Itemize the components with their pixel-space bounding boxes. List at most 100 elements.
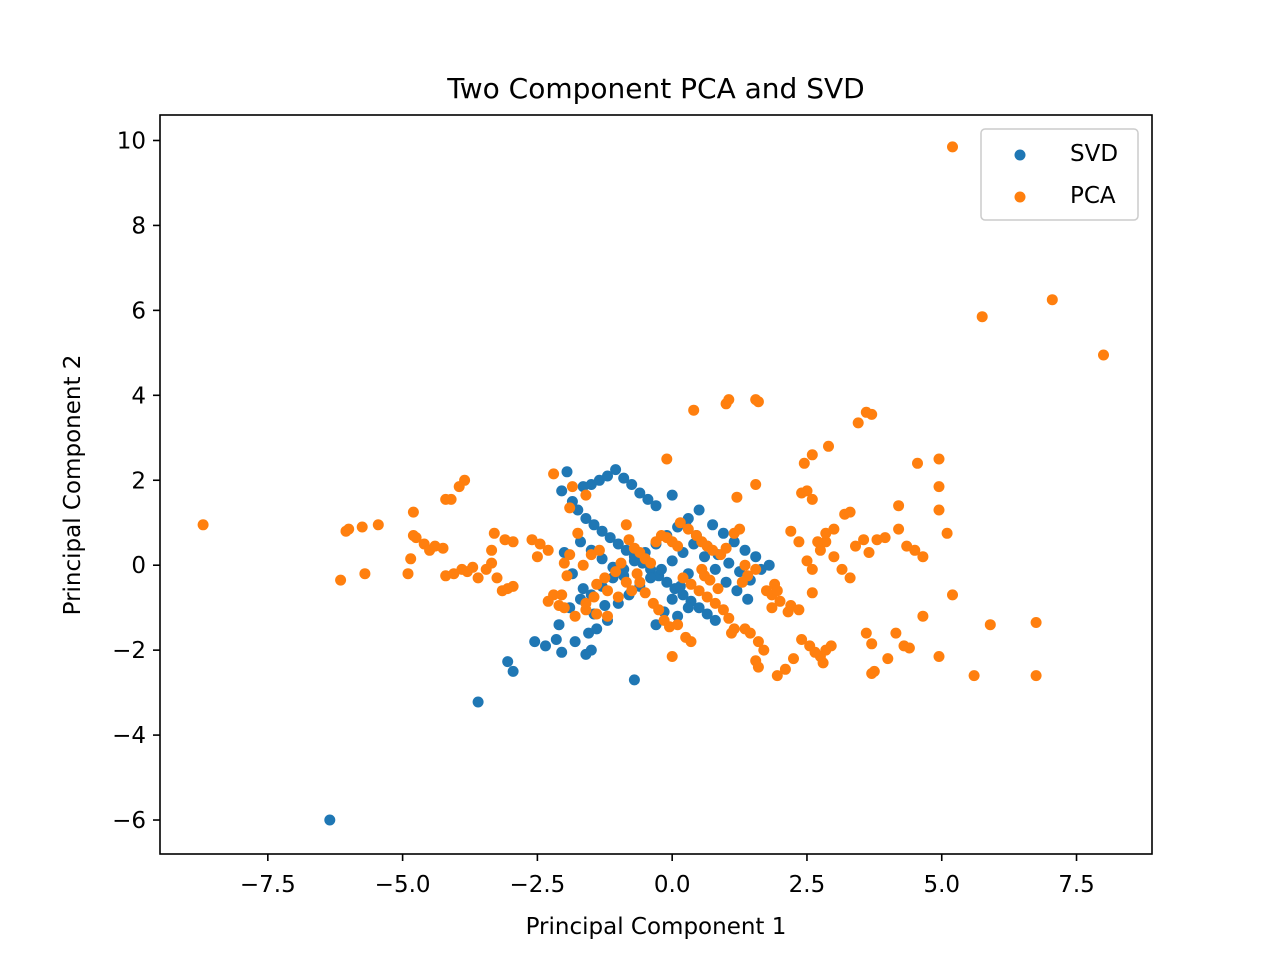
legend-label-svd: SVD bbox=[1070, 141, 1118, 167]
pca-point-64 bbox=[591, 608, 603, 620]
svd-point-1 bbox=[472, 696, 484, 708]
pca-point-2 bbox=[1046, 294, 1058, 306]
pca-point-131 bbox=[779, 663, 791, 675]
pca-point-18 bbox=[661, 453, 673, 465]
pca-point-62 bbox=[569, 610, 581, 622]
pca-point-40 bbox=[448, 568, 460, 580]
svd-point-78 bbox=[645, 572, 657, 584]
pca-point-167 bbox=[1030, 617, 1042, 628]
pca-point-23 bbox=[440, 493, 452, 505]
pca-point-116 bbox=[723, 612, 735, 624]
pca-point-182 bbox=[785, 525, 797, 537]
pca-point-101 bbox=[682, 523, 694, 535]
pca-point-15 bbox=[798, 457, 810, 469]
x-axis-label: Principal Component 1 bbox=[526, 914, 787, 940]
pca-point-128 bbox=[774, 595, 786, 607]
x-tick-label-6: 7.5 bbox=[1058, 872, 1095, 898]
pca-point-148 bbox=[863, 547, 875, 558]
pca-point-160 bbox=[890, 627, 902, 639]
pca-point-110 bbox=[677, 572, 689, 584]
pca-point-158 bbox=[866, 668, 878, 679]
pca-point-47 bbox=[491, 572, 503, 584]
pca-point-209 bbox=[631, 568, 643, 580]
pca-point-46 bbox=[486, 557, 498, 569]
chart-title: Two Component PCA and SVD bbox=[446, 72, 864, 105]
pca-point-201 bbox=[553, 600, 565, 611]
svd-point-80 bbox=[666, 555, 678, 567]
pca-point-14 bbox=[806, 449, 818, 461]
legend: SVD PCA bbox=[980, 128, 1139, 221]
pca-point-184 bbox=[801, 555, 813, 567]
pca-point-38 bbox=[335, 574, 347, 586]
pca-point-171 bbox=[933, 504, 945, 516]
svd-point-93 bbox=[674, 580, 686, 592]
svd-point-57 bbox=[693, 602, 705, 614]
pca-point-151 bbox=[893, 523, 905, 535]
pca-point-154 bbox=[917, 551, 929, 563]
svd-point-35 bbox=[602, 470, 613, 482]
pca-point-35 bbox=[405, 553, 417, 565]
pca-point-71 bbox=[558, 557, 570, 569]
svd-point-44 bbox=[588, 519, 600, 531]
pca-point-139 bbox=[809, 646, 821, 658]
pca-point-164 bbox=[933, 651, 945, 662]
svd-point-71 bbox=[739, 544, 751, 556]
pca-point-24 bbox=[407, 506, 419, 518]
x-axis: −7.5 −5.0 −2.5 0.0 2.5 5.0 7.5 bbox=[240, 854, 1095, 898]
pca-point-112 bbox=[693, 585, 705, 597]
pca-point-51 bbox=[488, 527, 500, 539]
pca-point-192 bbox=[736, 576, 748, 588]
pca-point-84 bbox=[645, 557, 657, 569]
pca-point-109 bbox=[734, 523, 746, 535]
pca-point-176 bbox=[828, 523, 840, 535]
pca-point-163 bbox=[917, 610, 929, 622]
pca-point-9 bbox=[752, 396, 764, 408]
pca-point-207 bbox=[620, 576, 632, 588]
pca-point-72 bbox=[561, 570, 573, 582]
pca-point-114 bbox=[709, 597, 721, 609]
pca-point-73 bbox=[577, 559, 589, 571]
pca-point-5 bbox=[688, 404, 700, 416]
svd-point-29 bbox=[561, 466, 573, 478]
pca-point-130 bbox=[771, 670, 783, 682]
pca-point-90 bbox=[634, 576, 646, 588]
pca-point-105 bbox=[707, 544, 719, 556]
pca-point-140 bbox=[806, 563, 818, 575]
svd-point-4 bbox=[628, 674, 640, 686]
pca-point-54 bbox=[486, 544, 498, 556]
svd-point-6 bbox=[540, 640, 551, 652]
x-tick-label-0: −7.5 bbox=[240, 872, 296, 898]
svd-point-45 bbox=[596, 525, 608, 537]
pca-point-183 bbox=[793, 536, 805, 548]
pca-point-115 bbox=[717, 604, 729, 616]
pca-point-100 bbox=[674, 517, 686, 529]
pca-point-143 bbox=[828, 551, 840, 563]
pca-point-145 bbox=[844, 572, 856, 584]
pca-point-44 bbox=[472, 572, 484, 584]
pca-point-203 bbox=[588, 591, 600, 603]
svd-point-90 bbox=[650, 619, 662, 631]
pca-point-120 bbox=[744, 627, 756, 639]
x-tick-label-5: 5.0 bbox=[923, 872, 960, 898]
svd-point-40 bbox=[642, 493, 654, 505]
pca-point-150 bbox=[879, 532, 891, 544]
pca-point-198 bbox=[704, 574, 716, 586]
pca-point-159 bbox=[882, 653, 894, 665]
pca-point-43 bbox=[467, 561, 479, 573]
svd-point-74 bbox=[707, 519, 719, 531]
pca-point-156 bbox=[866, 638, 878, 650]
svd-point-43 bbox=[580, 513, 592, 524]
svd-point-65 bbox=[723, 557, 735, 569]
svd-point-97 bbox=[577, 583, 589, 595]
pca-point-58 bbox=[531, 551, 543, 563]
svd-point-8 bbox=[556, 646, 568, 658]
pca-point-169 bbox=[947, 589, 958, 601]
pca-point-25 bbox=[372, 519, 384, 531]
pca-point-53 bbox=[507, 536, 519, 548]
pca-point-155 bbox=[860, 627, 872, 639]
pca-point-168 bbox=[1030, 670, 1042, 682]
svd-point-100 bbox=[575, 536, 586, 548]
svd-point-36 bbox=[610, 464, 622, 476]
pca-point-204 bbox=[599, 572, 611, 584]
